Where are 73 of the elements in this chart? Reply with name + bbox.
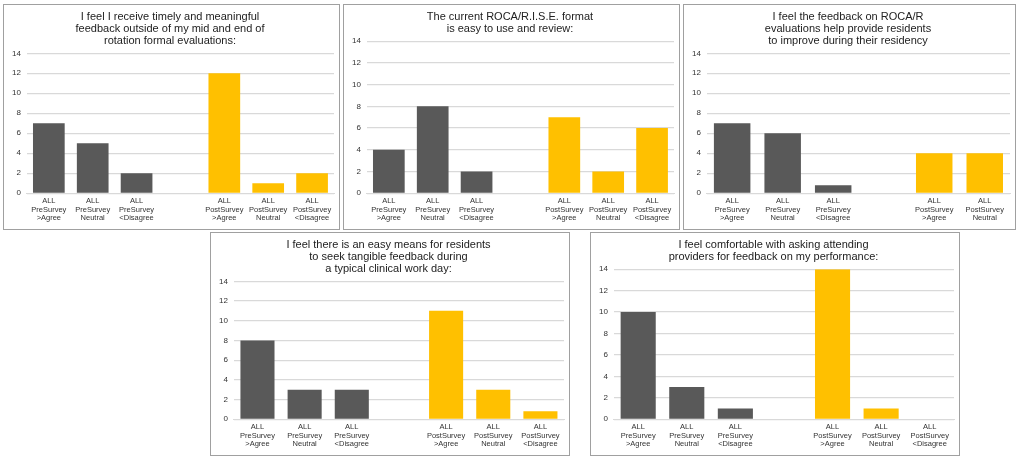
bar <box>717 408 753 419</box>
bar <box>334 389 369 419</box>
y-tick-label: 8 <box>603 328 609 338</box>
y-tick-label: 4 <box>603 371 609 381</box>
y-tick-label: 14 <box>218 276 229 286</box>
y-tick-label: 14 <box>691 48 702 58</box>
bar <box>523 411 558 419</box>
chart-title: I feel the feedback on ROCA/R evaluations help provide residents to improve during their residency <box>764 10 932 47</box>
y-tick-label: 8 <box>696 108 702 118</box>
bar <box>915 153 953 193</box>
bar <box>76 143 109 193</box>
y-tick-label: 6 <box>356 123 362 133</box>
y-tick-label: 0 <box>603 414 609 424</box>
y-tick-label: 6 <box>696 128 702 138</box>
bar <box>713 123 751 193</box>
y-tick-label: 14 <box>598 264 609 274</box>
y-tick-label: 4 <box>356 145 362 155</box>
bar <box>966 153 1003 193</box>
y-tick-label: 8 <box>223 335 229 345</box>
y-tick-label: 4 <box>696 148 702 158</box>
y-tick-label: 0 <box>223 414 229 424</box>
bar <box>669 387 705 419</box>
bar <box>814 185 852 193</box>
y-tick-label: 12 <box>218 296 229 306</box>
y-tick-label: 2 <box>603 393 609 403</box>
y-tick-label: 10 <box>691 88 702 98</box>
bar <box>592 171 625 193</box>
bar <box>636 128 668 193</box>
y-tick-label: 10 <box>598 307 609 317</box>
y-tick-label: 6 <box>603 350 609 360</box>
y-tick-label: 12 <box>691 68 702 78</box>
y-tick-label: 2 <box>696 168 702 178</box>
chart-title: The current ROCA/R.I.S.E. format is easy to use and review: <box>426 10 594 35</box>
bar <box>429 310 464 419</box>
y-tick-label: 12 <box>11 68 22 78</box>
y-tick-label: 8 <box>16 108 22 118</box>
bar <box>620 312 656 419</box>
bar <box>287 389 322 419</box>
bar <box>814 269 851 419</box>
y-tick-label: 2 <box>16 168 22 178</box>
y-tick-label: 0 <box>696 188 702 198</box>
y-tick-label: 0 <box>16 188 22 198</box>
bar <box>416 106 449 193</box>
bar <box>548 117 581 193</box>
y-tick-label: 2 <box>223 394 229 404</box>
bar <box>240 340 275 419</box>
y-tick-label: 10 <box>218 315 229 325</box>
bar <box>476 389 511 419</box>
bar <box>372 149 405 193</box>
y-tick-label: 4 <box>223 375 229 385</box>
bar <box>764 133 801 193</box>
y-tick-label: 8 <box>356 101 362 111</box>
chart-title: I feel comfortable with asking attending providers for feedback on my performance: <box>668 238 879 263</box>
y-tick-label: 14 <box>351 36 362 46</box>
bar <box>252 183 285 193</box>
y-tick-label: 0 <box>356 188 362 198</box>
bar <box>296 173 328 193</box>
y-tick-label: 4 <box>16 148 22 158</box>
bar <box>208 73 241 193</box>
y-tick-label: 10 <box>351 79 362 89</box>
y-tick-label: 6 <box>16 128 22 138</box>
bar <box>863 408 899 419</box>
y-tick-label: 14 <box>11 48 22 58</box>
bar <box>32 123 65 193</box>
y-tick-label: 12 <box>598 285 609 295</box>
y-tick-label: 12 <box>351 58 362 68</box>
y-tick-label: 10 <box>11 88 22 98</box>
y-tick-label: 6 <box>223 355 229 365</box>
chart-title: I feel I receive timely and meaningful feedback outside of my mid and end of rotation formal evaluations: <box>75 10 266 47</box>
y-tick-label: 2 <box>356 166 362 176</box>
bar <box>120 173 153 193</box>
bar <box>460 171 493 193</box>
chart-title: I feel there is an easy means for residents to seek tangible feedback during a typical clinical work day: <box>286 238 492 275</box>
